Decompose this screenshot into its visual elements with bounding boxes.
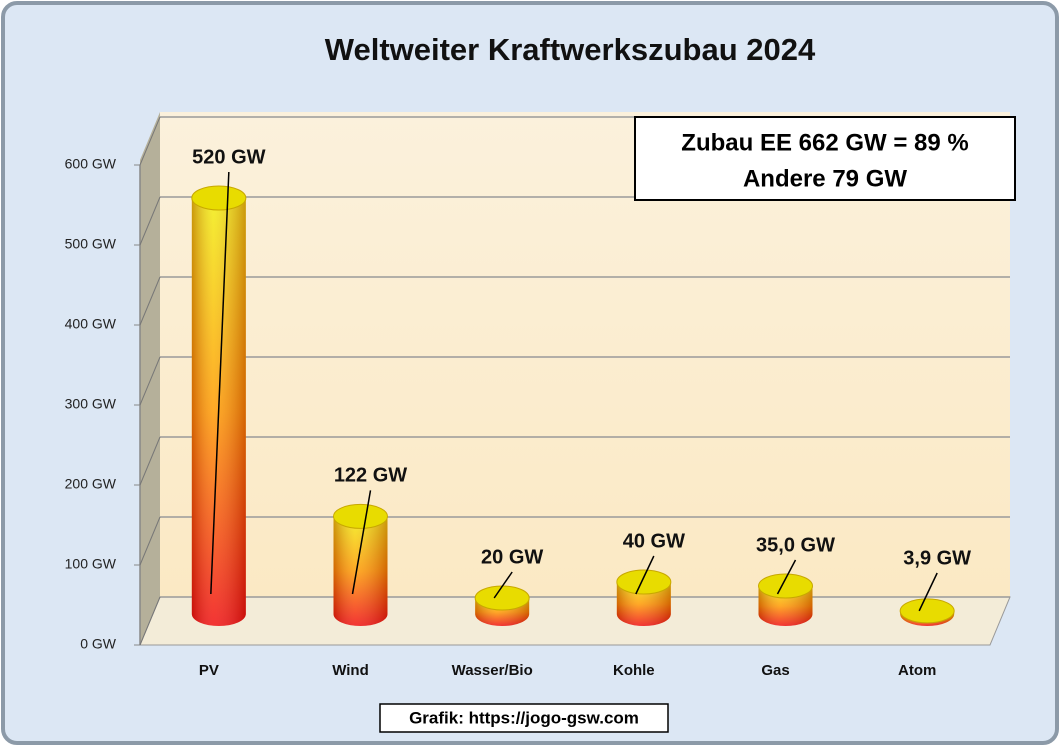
x-tick-label: Kohle xyxy=(613,662,655,679)
y-tick-label: 0 GW xyxy=(80,636,117,652)
bar-top xyxy=(474,585,530,611)
annotation: Andere 79 GW xyxy=(743,165,907,192)
source-box xyxy=(379,703,669,733)
value-label: 122 GW xyxy=(334,465,407,487)
y-tick-label: 400 GW xyxy=(65,316,117,332)
leader-line xyxy=(635,555,655,595)
source: Grafik: https://jogo-gsw.com xyxy=(409,708,639,727)
plot: 0 GW 100 GW 200 GW 300 GW 400 GW 500 GW 600 GW… xyxy=(65,112,1011,679)
y-tick-label: 200 GW xyxy=(65,476,117,492)
grid-line xyxy=(139,596,161,646)
value-label: 40 GW xyxy=(623,530,685,552)
grid-line xyxy=(139,276,161,326)
value-label: 35,0 GW xyxy=(756,534,835,556)
bar-top xyxy=(191,185,247,211)
y-tick-label: 100 GW xyxy=(65,556,117,572)
floor xyxy=(139,596,1011,646)
chart-title: Weltweiter Kraftwerkszubau 2024 xyxy=(325,32,816,67)
bar-shade xyxy=(333,516,388,626)
bar-top xyxy=(758,573,813,599)
grid-line xyxy=(139,116,161,166)
back-wall xyxy=(160,112,1010,597)
x-tick-label: Wind xyxy=(332,662,369,679)
x-tick-label: Wasser/Bio xyxy=(452,662,533,679)
x-tick-label: Atom xyxy=(898,662,936,679)
grid-line xyxy=(139,196,161,246)
bar-shade xyxy=(616,582,671,626)
leader-line xyxy=(351,490,372,595)
annotation: Zubau EE 662 GW = 89 % xyxy=(681,129,968,156)
leader-line xyxy=(493,571,513,599)
leader-line xyxy=(210,171,230,595)
leader-line xyxy=(918,572,938,612)
grid-line xyxy=(139,516,161,566)
value-label: 520 GW xyxy=(192,146,265,168)
bar-top xyxy=(616,569,672,595)
y-tick-label: 500 GW xyxy=(65,236,117,252)
value-label: 20 GW xyxy=(481,546,543,568)
leader-line xyxy=(776,559,797,595)
x-tick-label: PV xyxy=(199,662,219,679)
grid-line xyxy=(139,436,161,486)
y-tick-label: 300 GW xyxy=(65,396,117,412)
side-wall xyxy=(140,112,160,645)
y-tick-label: 600 GW xyxy=(65,156,117,172)
bar-top xyxy=(333,503,388,529)
annotation-box xyxy=(634,116,1016,201)
value-label: 3,9 GW xyxy=(903,547,971,569)
bar-top xyxy=(899,598,955,624)
grid-line xyxy=(139,356,161,406)
x-tick-label: Gas xyxy=(761,662,789,679)
